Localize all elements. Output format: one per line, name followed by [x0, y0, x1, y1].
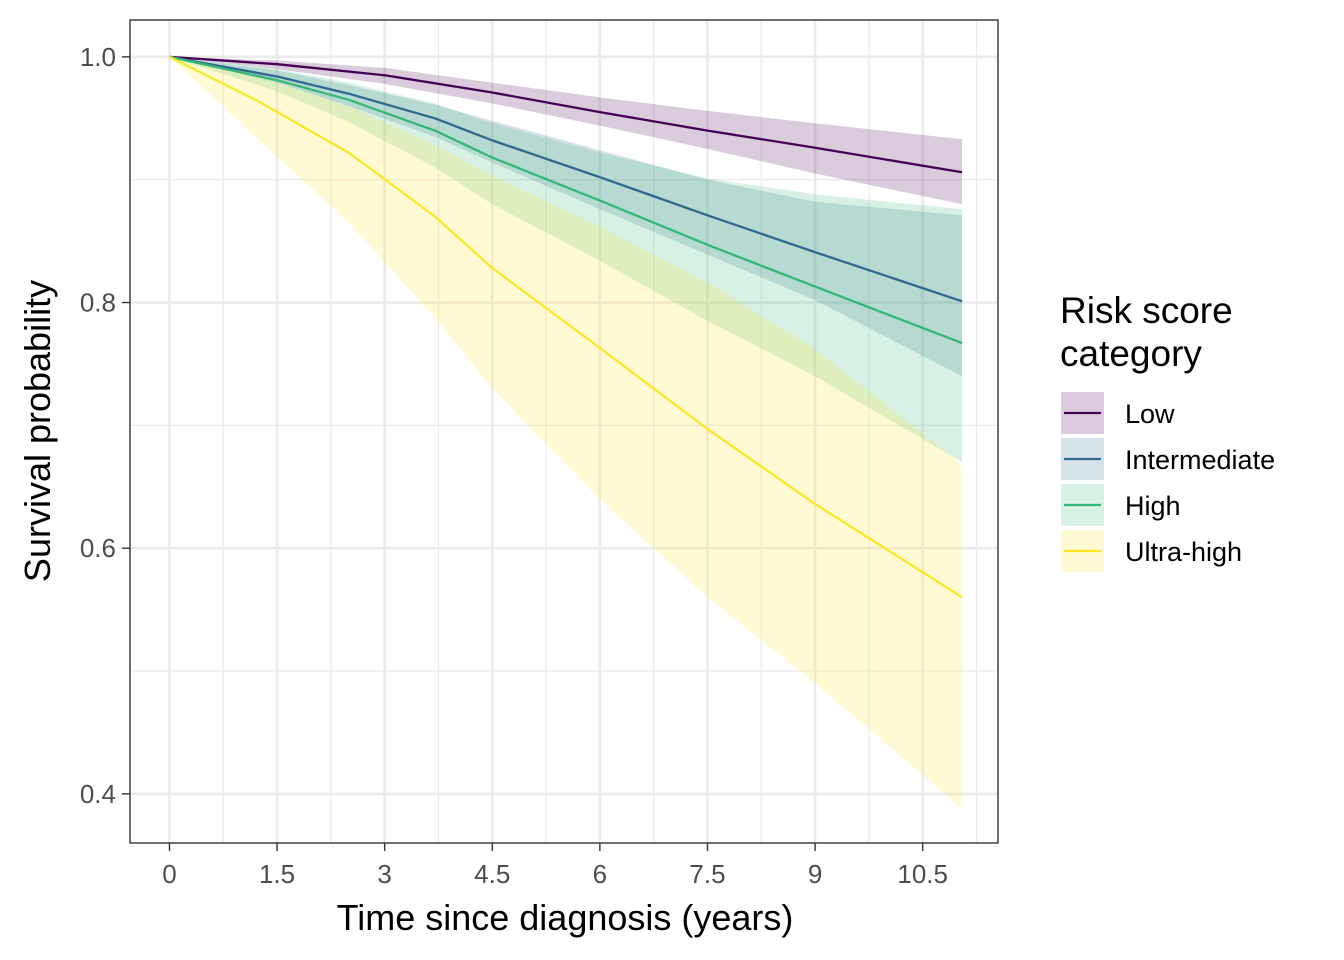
confidence-bands: [169, 56, 963, 809]
legend: Risk score category Low Intermediate High U…: [1060, 290, 1275, 572]
x-tick-label: 6: [593, 859, 607, 889]
x-tick-label: 10.5: [897, 859, 948, 889]
x-axis: 0 1.5 3 4.5 6 7.5 9 10.5: [162, 843, 948, 889]
plot-panel: [130, 20, 998, 843]
legend-label-high: High: [1125, 491, 1181, 521]
legend-title-line-1: Risk score: [1060, 290, 1233, 331]
x-axis-title: Time since diagnosis (years): [337, 897, 794, 938]
y-tick-label: 1.0: [80, 42, 116, 72]
curve-ultra-high: [168, 55, 963, 599]
y-axis: 0.4 0.6 0.8 1.0: [80, 42, 130, 809]
legend-label-low: Low: [1125, 399, 1175, 429]
curve-intermediate: [169, 55, 963, 303]
ribbon-ultra-high: [169, 56, 963, 809]
ribbon-intermediate: [169, 56, 963, 377]
grid-lines: [130, 20, 998, 843]
x-tick-label: 4.5: [474, 859, 510, 889]
curve-high: [169, 55, 963, 345]
legend-items: Low Intermediate High Ultra-high: [1061, 392, 1275, 572]
x-tick-label: 9: [808, 859, 822, 889]
legend-label-intermediate: Intermediate: [1125, 445, 1275, 475]
x-tick-label: 3: [377, 859, 391, 889]
ribbon-high: [169, 56, 963, 463]
x-tick-label: 0: [162, 859, 176, 889]
y-tick-label: 0.8: [80, 288, 116, 318]
panel-frame: [129, 19, 999, 844]
y-tick-label: 0.4: [80, 779, 116, 809]
panel-border: [129, 19, 999, 844]
ribbon-low: [169, 56, 963, 205]
panel-background: [130, 20, 998, 843]
y-axis-title: Survival probability: [17, 280, 58, 582]
y-tick-label: 0.6: [80, 533, 116, 563]
legend-label-ultra-high: Ultra-high: [1125, 537, 1242, 567]
x-tick-label: 7.5: [689, 859, 725, 889]
survival-curves: [168, 55, 963, 599]
curve-low: [169, 55, 963, 174]
legend-title-line-2: category: [1060, 333, 1202, 374]
x-tick-label: 1.5: [259, 859, 295, 889]
